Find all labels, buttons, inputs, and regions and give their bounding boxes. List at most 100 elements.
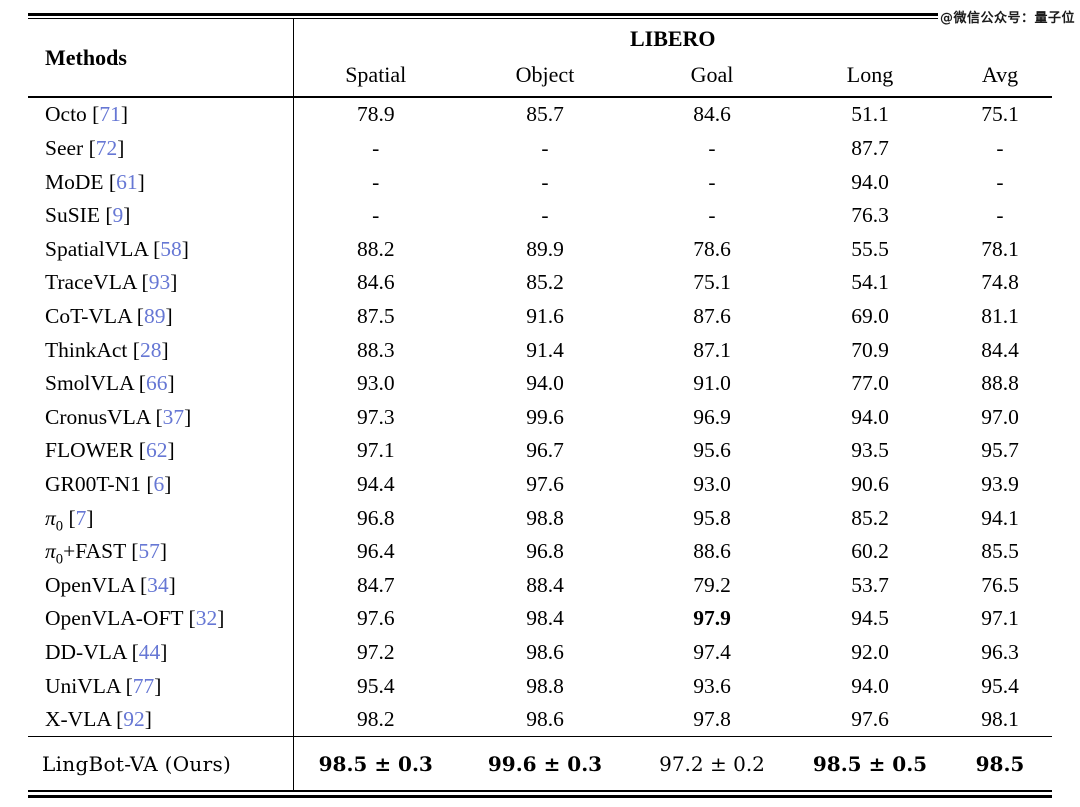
value-cell: 91.4 bbox=[526, 337, 564, 362]
citation-link[interactable]: 9 bbox=[112, 203, 124, 228]
value-cell: 75.1 bbox=[693, 270, 731, 295]
value-cell: 60.2 bbox=[851, 539, 889, 564]
citation-link[interactable]: 89 bbox=[143, 304, 166, 329]
citation-link[interactable]: 71 bbox=[99, 102, 121, 127]
method-cell: CoT-VLA [89] bbox=[45, 304, 173, 329]
value-cell: 97.3 bbox=[292, 400, 458, 435]
table-row: OpenVLA [34] 84.7 88.4 79.2 53.7 76.5 bbox=[28, 568, 1052, 603]
column-header-spatial: Spatial bbox=[292, 53, 458, 98]
table-row: CoT-VLA [89] 87.5 91.6 87.6 69.0 81.1 bbox=[28, 299, 1052, 334]
value-cell: 76.5 bbox=[981, 572, 1019, 597]
method-name: UniVLA bbox=[45, 673, 121, 698]
citation-link[interactable]: 62 bbox=[145, 438, 168, 463]
citation-link[interactable]: 93 bbox=[148, 270, 171, 295]
libero-group-header: LIBERO bbox=[292, 19, 1052, 54]
citation-link[interactable]: 92 bbox=[123, 707, 145, 732]
value-cell: 84.6 bbox=[292, 266, 458, 300]
value-cell: 96.9 bbox=[693, 404, 731, 429]
table-row: SuSIE [9] - - - 76.3 - bbox=[28, 198, 1052, 233]
value-cell: 87.7 bbox=[851, 136, 889, 161]
value-cell: 85.2 bbox=[526, 270, 564, 295]
table-row: OpenVLA-OFT [32] 97.6 98.4 97.9 94.5 97.1 bbox=[28, 602, 1052, 636]
citation-link[interactable]: 7 bbox=[75, 505, 87, 530]
citation-link[interactable]: 32 bbox=[195, 606, 218, 631]
value-cell: 88.3 bbox=[292, 333, 458, 367]
top-rule-thin bbox=[28, 18, 1052, 20]
value-cell: 94.0 bbox=[851, 404, 889, 429]
table-row: Seer [72] - - - 87.7 - bbox=[28, 131, 1052, 166]
method-cell: DD-VLA [44] bbox=[45, 639, 168, 664]
value-cell: 74.8 bbox=[981, 270, 1019, 295]
value-cell: 93.6 bbox=[693, 673, 731, 698]
citation-link[interactable]: 37 bbox=[162, 404, 185, 429]
method-cell: π0+FAST [57] bbox=[45, 539, 168, 568]
method-subscript: 0 bbox=[55, 551, 64, 568]
value-cell: 96.3 bbox=[981, 639, 1019, 664]
method-cell: FLOWER [62] bbox=[45, 438, 175, 463]
citation-link[interactable]: 6 bbox=[153, 472, 165, 497]
value-cell: 90.6 bbox=[851, 472, 889, 497]
method-cell: CronusVLA [37] bbox=[45, 404, 192, 429]
method-cell: SmolVLA [66] bbox=[45, 371, 175, 396]
citation-link[interactable]: 28 bbox=[139, 337, 162, 362]
value-cell: 84.6 bbox=[693, 102, 731, 127]
method-name: TraceVLA bbox=[45, 270, 137, 295]
method-cell: TraceVLA [93] bbox=[45, 270, 178, 295]
value-cell: 94.1 bbox=[981, 505, 1019, 530]
method-name: SmolVLA bbox=[45, 371, 134, 396]
table-row: UniVLA [77] 95.4 98.8 93.6 94.0 95.4 bbox=[28, 669, 1052, 703]
value-cell: 76.3 bbox=[851, 203, 889, 228]
column-header-avg: Avg bbox=[981, 61, 1019, 87]
method-cell: OpenVLA-OFT [32] bbox=[45, 606, 225, 631]
method-name: FLOWER bbox=[45, 438, 134, 463]
value-cell: 84.4 bbox=[981, 337, 1019, 362]
value-cell: 78.9 bbox=[292, 97, 458, 132]
method-name: CoT-VLA bbox=[45, 304, 132, 329]
citation-link[interactable]: 72 bbox=[95, 136, 118, 161]
value-cell: - bbox=[996, 203, 1004, 228]
method-name: OpenVLA bbox=[45, 572, 135, 597]
citation-link[interactable]: 61 bbox=[116, 169, 138, 194]
citation-link[interactable]: 57 bbox=[138, 539, 160, 564]
table-row: DD-VLA [44] 97.2 98.6 97.4 92.0 96.3 bbox=[28, 635, 1052, 670]
table-row: MoDE [61] - - - 94.0 - bbox=[28, 165, 1052, 199]
citation-link[interactable]: 34 bbox=[147, 572, 169, 597]
method-name: π bbox=[45, 505, 56, 530]
citation-link[interactable]: 58 bbox=[160, 236, 182, 261]
method-suffix: +FAST bbox=[63, 539, 126, 564]
value-cell: 88.4 bbox=[526, 572, 564, 597]
value-cell: 97.1 bbox=[981, 606, 1019, 631]
citation-link[interactable]: 77 bbox=[132, 673, 155, 698]
method-name: CronusVLA bbox=[45, 404, 151, 429]
value-cell: 87.1 bbox=[693, 337, 731, 362]
ours-row: LingBot-VA (Ours) 98.5 ± 0.3 99.6 ± 0.3 97.… bbox=[28, 736, 1052, 791]
value-cell: - bbox=[996, 169, 1004, 194]
value-cell: 88.8 bbox=[981, 371, 1019, 396]
table-row: Octo [71] 78.9 85.7 84.6 51.1 75.1 bbox=[28, 97, 1052, 132]
method-cell: Octo [71] bbox=[45, 102, 129, 127]
method-name: MoDE bbox=[45, 169, 104, 194]
value-cell: 98.2 bbox=[292, 702, 458, 737]
method-cell: X-VLA [92] bbox=[45, 707, 152, 732]
table-row: SmolVLA [66] 93.0 94.0 91.0 77.0 88.8 bbox=[28, 366, 1052, 401]
method-name: LingBot-VA (Ours) bbox=[42, 751, 232, 776]
top-rule-thick bbox=[28, 13, 1052, 16]
table-row: ThinkAct [28] 88.3 91.4 87.1 70.9 84.4 bbox=[28, 333, 1052, 367]
value-cell: 88.2 bbox=[292, 232, 458, 267]
value-cell: - bbox=[541, 169, 549, 194]
citation-link[interactable]: 44 bbox=[138, 639, 161, 664]
value-cell: - bbox=[292, 165, 458, 199]
value-cell: 93.9 bbox=[981, 472, 1019, 497]
method-name: Seer bbox=[45, 136, 84, 161]
citation-link[interactable]: 66 bbox=[145, 371, 168, 396]
bottom-rule-thin bbox=[28, 790, 1052, 792]
value-cell: 70.9 bbox=[851, 337, 889, 362]
method-cell: π0 [7] bbox=[45, 505, 94, 534]
value-cell: 97.0 bbox=[981, 404, 1019, 429]
value-cell: 85.7 bbox=[526, 102, 564, 127]
value-cell: - bbox=[708, 169, 716, 194]
value-cell: - bbox=[541, 203, 549, 228]
method-name: SpatialVLA bbox=[45, 236, 148, 261]
method-cell: SuSIE [9] bbox=[45, 203, 131, 228]
value-cell: 98.4 bbox=[526, 606, 564, 631]
